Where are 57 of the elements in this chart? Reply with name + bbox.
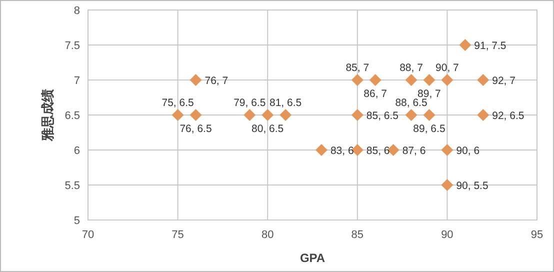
x-tick-label: 70	[82, 229, 94, 241]
y-axis-title: 雅思成绩	[40, 89, 55, 142]
x-tick-label: 85	[351, 229, 364, 241]
point	[190, 109, 202, 121]
data-label: 85, 7	[346, 62, 370, 74]
data-label: 80, 6.5	[252, 123, 284, 135]
data-label: 76, 6.5	[180, 123, 212, 135]
data-label: 88, 7	[400, 62, 424, 74]
point	[405, 109, 418, 121]
point	[423, 74, 436, 86]
data-label: 85, 6	[366, 145, 390, 157]
point	[315, 144, 328, 156]
data-label: 79, 6.5	[234, 97, 266, 109]
y-tick-label: 6.5	[64, 110, 80, 122]
point	[441, 74, 454, 86]
y-tick-label: 5	[74, 215, 80, 227]
data-label: 85, 6.5	[366, 110, 399, 122]
point	[477, 109, 490, 121]
point	[172, 109, 184, 121]
point	[441, 179, 454, 191]
data-label: 87, 6	[402, 145, 426, 157]
point	[405, 74, 418, 86]
data-label: 86, 7	[364, 88, 388, 100]
point	[190, 74, 202, 86]
y-tick-label: 7.5	[64, 40, 80, 52]
point	[244, 109, 256, 121]
y-tick-label: 8	[74, 5, 80, 17]
point	[441, 144, 454, 156]
x-tick-label: 95	[530, 229, 544, 241]
y-tick-label: 5.5	[64, 180, 80, 192]
data-label: 92, 6.5	[492, 110, 524, 122]
point	[423, 109, 436, 121]
data-label: 75, 6.5	[162, 97, 194, 109]
data-label: 90, 7	[436, 62, 460, 74]
data-label: 81, 6.5	[269, 97, 302, 109]
point	[351, 109, 364, 121]
data-label: 89, 6.5	[413, 123, 446, 135]
data-label: 88, 6.5	[395, 97, 428, 109]
point	[477, 74, 490, 86]
point	[369, 74, 382, 86]
data-label: 76, 7	[204, 75, 228, 87]
data-label: 91, 7.5	[474, 40, 506, 52]
x-axis-title: GPA	[300, 251, 326, 265]
data-label: 90, 6	[456, 145, 480, 157]
x-tick-label: 90	[441, 229, 454, 241]
x-tick-label: 75	[172, 229, 184, 241]
point	[262, 109, 274, 121]
data-label: 92, 7	[492, 75, 516, 87]
point	[459, 39, 472, 51]
point	[280, 109, 292, 121]
x-tick-label: 80	[261, 229, 274, 241]
data-label: 90, 5.5	[456, 180, 488, 192]
point	[351, 74, 364, 86]
data-label: 89, 7	[418, 88, 442, 100]
data-label: 83, 6	[330, 145, 354, 157]
y-tick-label: 7	[74, 75, 80, 87]
y-tick-label: 6	[74, 145, 80, 157]
